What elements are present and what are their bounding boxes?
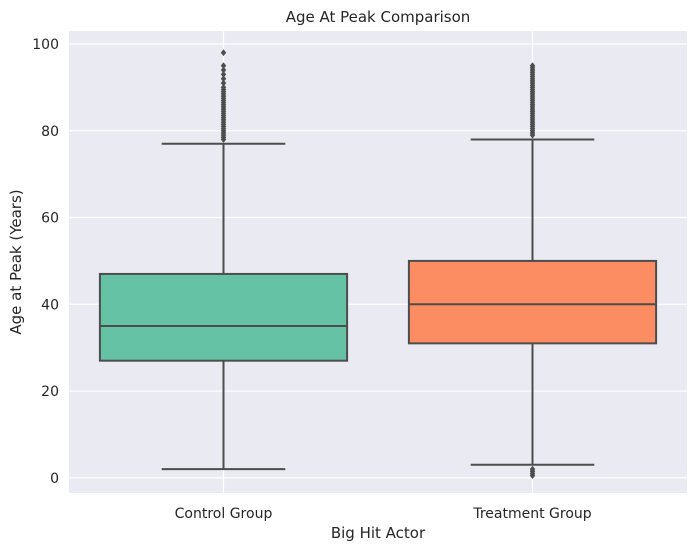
boxes (98, 49, 658, 480)
y-tick-label: 20 (41, 384, 59, 400)
outlier-point (529, 465, 536, 473)
outlier-point (529, 62, 536, 70)
box-group (407, 62, 658, 480)
outlier-point (220, 70, 227, 78)
outlier-point (220, 79, 227, 87)
outlier-point (220, 49, 227, 57)
y-tick-label: 40 (41, 297, 59, 313)
tick-labels: 0 20 40 60 80 100 Control Group Treatment Group (32, 37, 592, 522)
iqr-box (407, 259, 658, 345)
outlier-point (220, 75, 227, 83)
x-tick-label: Control Group (175, 506, 273, 522)
box-group (98, 49, 349, 471)
y-tick-label: 0 (50, 471, 59, 487)
x-tick-label: Treatment Group (472, 506, 591, 522)
y-axis-label: Age at Peak (Years) (7, 189, 25, 334)
y-tick-label: 100 (32, 37, 59, 53)
iqr-box (98, 272, 349, 362)
chart-title: Age At Peak Comparison (286, 8, 471, 26)
x-axis-label: Big Hit Actor (331, 524, 426, 542)
y-tick-label: 80 (41, 124, 59, 140)
outlier-point (220, 83, 227, 91)
outlier-point (220, 66, 227, 74)
y-tick-label: 60 (41, 211, 59, 227)
outlier-point (220, 62, 227, 70)
